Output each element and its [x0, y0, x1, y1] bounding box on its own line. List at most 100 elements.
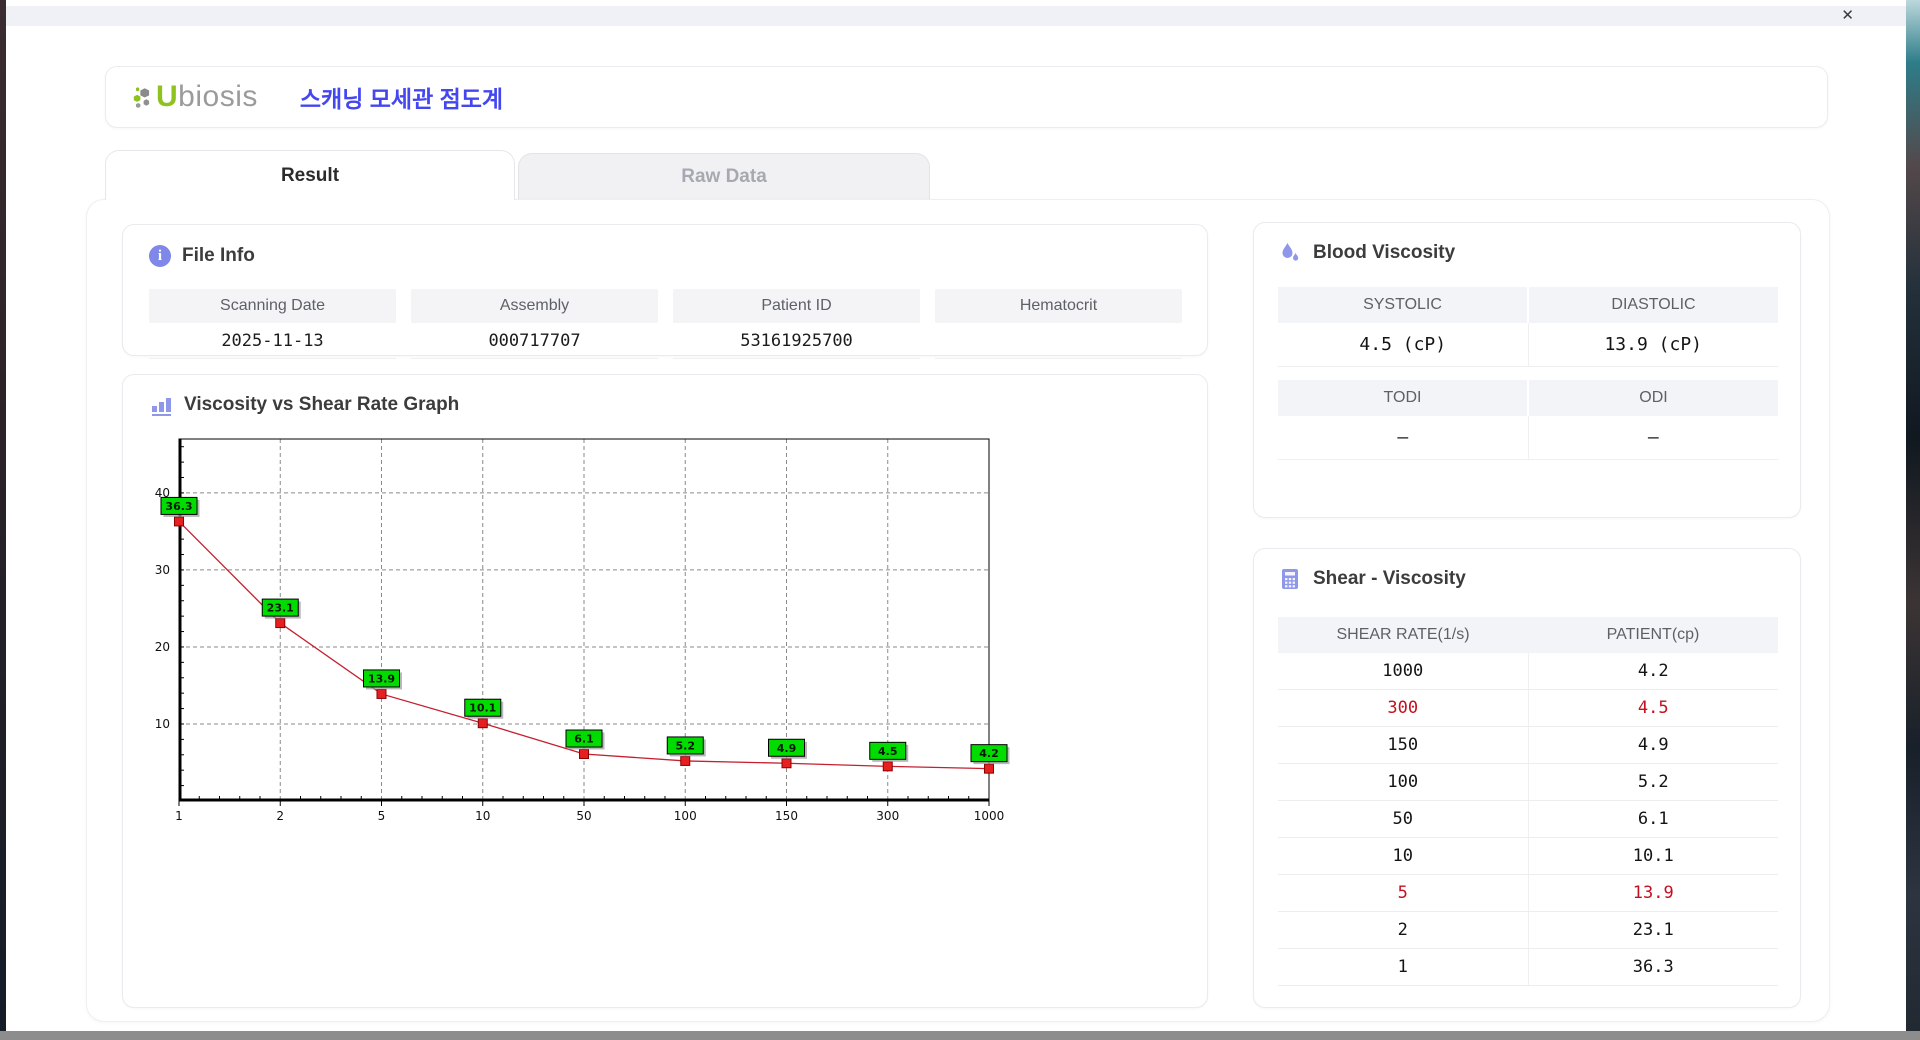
svg-text:100: 100	[674, 809, 697, 823]
shear-viscosity-rows: 1000 4.2 300 4.5 150 4.9 100	[1278, 653, 1778, 986]
desktop-edge-right	[1906, 0, 1920, 1040]
shear-rate-cell: 300	[1387, 698, 1419, 718]
shear-viscosity-title: Shear - Viscosity	[1313, 568, 1466, 589]
graph-title: Viscosity vs Shear Rate Graph	[184, 394, 460, 415]
blood-viscosity-card: Blood Viscosity SYSTOLIC DIASTOLIC 4.5 (…	[1253, 222, 1801, 518]
patient-cell: 5.2	[1527, 764, 1779, 800]
systolic-header: SYSTOLIC	[1278, 287, 1527, 323]
diastolic-value: 13.9 (cP)	[1527, 323, 1779, 366]
svg-text:5: 5	[378, 809, 386, 823]
svg-text:36.3: 36.3	[165, 500, 192, 513]
field-label: Scanning Date	[149, 289, 396, 323]
logo-letter-u: U	[156, 80, 179, 113]
logo-letters-rest: biosis	[178, 80, 258, 113]
svg-text:10: 10	[155, 717, 170, 731]
odi-header: ODI	[1527, 380, 1778, 416]
svg-text:4.9: 4.9	[777, 742, 797, 755]
shear-rate-cell: 10	[1392, 846, 1413, 866]
shear-rate-cell: 5	[1397, 883, 1408, 903]
app-header: Ubiosis 스캐닝 모세관 점도계	[105, 66, 1828, 128]
todi-value: –	[1397, 427, 1409, 448]
table-row: 10 10.1	[1278, 838, 1778, 875]
patient-cell: 6.1	[1527, 801, 1779, 837]
file-info-field: Hematocrit	[935, 289, 1182, 359]
viscosity-graph-card: Viscosity vs Shear Rate Graph 10 20 30 40 36…	[122, 374, 1208, 1008]
close-icon[interactable]: ✕	[1841, 7, 1854, 24]
patient-cell: 4.9	[1527, 727, 1779, 763]
file-info-fields: Scanning Date 2025-11-13 Assembly 000717…	[149, 289, 1182, 359]
svg-text:4.5: 4.5	[878, 745, 898, 758]
svg-text:5.2: 5.2	[676, 739, 696, 752]
field-value: 000717707	[411, 323, 658, 359]
table-row: 300 4.5	[1278, 690, 1778, 727]
file-info-card: i File Info Scanning Date 2025-11-13 Ass…	[122, 224, 1208, 359]
table-row: 5 13.9	[1278, 875, 1778, 912]
ubiosis-logo-icon	[133, 87, 150, 108]
shear-rate-column-header: SHEAR RATE(1/s)	[1278, 617, 1528, 653]
file-info-title: File Info	[182, 245, 255, 266]
shear-viscosity-table: SHEAR RATE(1/s) PATIENT(cp) 1000 4.2 300…	[1278, 617, 1778, 986]
field-label: Hematocrit	[935, 289, 1182, 323]
svg-text:20: 20	[155, 640, 170, 654]
svg-text:23.1: 23.1	[267, 602, 294, 615]
patient-cell: 10.1	[1527, 838, 1779, 874]
svg-text:150: 150	[775, 809, 798, 823]
bar-chart-icon	[152, 398, 171, 416]
svg-text:10: 10	[475, 809, 490, 823]
app-window: ✕ Ubiosis 스캐닝 모세관 점도계 Result Raw Data i …	[6, 0, 1906, 1032]
shear-rate-cell: 150	[1387, 735, 1419, 755]
diastolic-header: DIASTOLIC	[1527, 287, 1778, 323]
patient-cell: 4.5	[1527, 690, 1779, 726]
table-row: 1000 4.2	[1278, 653, 1778, 690]
svg-text:300: 300	[876, 809, 899, 823]
patient-cell: 4.2	[1527, 653, 1779, 689]
shear-rate-cell: 1	[1397, 957, 1408, 977]
calculator-icon	[1282, 569, 1298, 589]
viscosity-chart: 10 20 30 40 36.3 23.1 13.9 10.1 6.1 5.2 4.9 4.5 4.2 1…	[137, 427, 1197, 847]
table-row: 150 4.9	[1278, 727, 1778, 764]
field-label: Patient ID	[673, 289, 920, 323]
file-info-field: Patient ID 53161925700	[673, 289, 920, 359]
file-info-field: Assembly 000717707	[411, 289, 658, 359]
table-row: 1 36.3	[1278, 949, 1778, 986]
window-titlebar: ✕	[6, 6, 1906, 26]
field-value: 2025-11-13	[149, 323, 396, 359]
odi-value: –	[1527, 416, 1779, 459]
svg-text:10.1: 10.1	[469, 702, 496, 715]
info-icon: i	[149, 245, 171, 267]
taskbar-strip	[0, 1031, 1920, 1040]
svg-text:4.2: 4.2	[979, 747, 999, 760]
page-title: 스캐닝 모세관 점도계	[299, 86, 504, 112]
systolic-value: 4.5 (cP)	[1359, 334, 1447, 355]
svg-text:2: 2	[276, 809, 284, 823]
tab-raw-data[interactable]: Raw Data	[518, 153, 930, 200]
field-label: Assembly	[411, 289, 658, 323]
tab-result[interactable]: Result	[105, 150, 515, 200]
svg-text:30: 30	[155, 563, 170, 577]
patient-column-header: PATIENT(cp)	[1528, 617, 1778, 653]
shear-rate-cell: 100	[1387, 772, 1419, 792]
svg-text:1: 1	[175, 809, 183, 823]
patient-cell: 36.3	[1527, 949, 1779, 985]
shear-rate-cell: 1000	[1382, 661, 1424, 681]
table-row: 2 23.1	[1278, 912, 1778, 949]
svg-text:50: 50	[576, 809, 591, 823]
field-value: 53161925700	[673, 323, 920, 359]
svg-text:40: 40	[155, 486, 170, 500]
svg-text:1000: 1000	[974, 809, 1005, 823]
patient-cell: 13.9	[1527, 875, 1779, 911]
droplet-icon	[1282, 243, 1299, 261]
shear-rate-cell: 2	[1397, 920, 1408, 940]
blood-viscosity-table: SYSTOLIC DIASTOLIC 4.5 (cP) 13.9 (cP) TO…	[1278, 287, 1778, 460]
field-value	[935, 323, 1182, 359]
svg-text:6.1: 6.1	[574, 733, 594, 746]
shear-viscosity-card: Shear - Viscosity SHEAR RATE(1/s) PATIEN…	[1253, 548, 1801, 1008]
file-info-field: Scanning Date 2025-11-13	[149, 289, 396, 359]
logo-wordmark: Ubiosis	[156, 80, 258, 114]
desktop-edge-left	[0, 0, 6, 1040]
table-row: 100 5.2	[1278, 764, 1778, 801]
todi-header: TODI	[1278, 380, 1527, 416]
patient-cell: 23.1	[1527, 912, 1779, 948]
table-row: 50 6.1	[1278, 801, 1778, 838]
